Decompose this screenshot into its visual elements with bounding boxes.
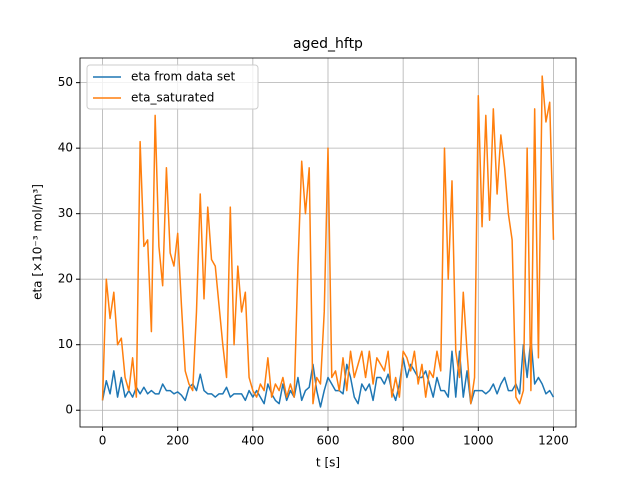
x-tick-label: 800	[392, 434, 415, 448]
x-tick-label: 600	[317, 434, 340, 448]
x-tick-label: 400	[241, 434, 264, 448]
x-tick-label: 1000	[463, 434, 494, 448]
y-axis-label: eta [×10⁻³ mol/m³]	[31, 184, 45, 300]
legend-label: eta_saturated	[131, 91, 214, 105]
y-tick-label: 0	[65, 403, 73, 417]
chart-title: aged_hftp	[293, 36, 363, 52]
x-tick-label: 200	[166, 434, 189, 448]
x-tick-label: 0	[99, 434, 107, 448]
y-tick-label: 50	[58, 75, 73, 89]
y-tick-label: 40	[58, 141, 73, 155]
legend-label: eta from data set	[131, 70, 235, 84]
y-tick-label: 20	[58, 272, 73, 286]
x-tick-label: 1200	[538, 434, 569, 448]
plot-frame	[79, 57, 577, 428]
y-tick-label: 10	[58, 337, 73, 351]
x-axis-label: t [s]	[316, 456, 340, 470]
line-series	[101, 75, 555, 405]
y-tick-label: 30	[58, 206, 73, 220]
legend-box	[86, 64, 259, 110]
line-series	[101, 337, 555, 408]
